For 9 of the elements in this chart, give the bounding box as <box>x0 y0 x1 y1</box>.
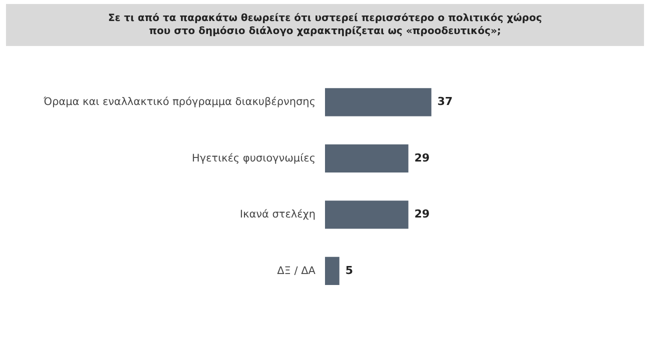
data-label: 29 <box>414 151 430 164</box>
y-tick-label: ΔΞ / ΔΑ <box>277 264 316 277</box>
data-label: 29 <box>414 208 430 221</box>
y-tick-label: Όραμα και εναλλακτικό πρόγραμμα διακυβέρνησης <box>42 96 316 108</box>
data-label: 37 <box>437 95 453 108</box>
y-tick-label: Ηγετικές φυσιογνωμίες <box>192 152 316 164</box>
chart-title: Σε τι από τα παρακάτω θεωρείτε ότι υστερεί περισσότερο ο πολιτικός χώρος που στο δημόσιο διάλογο χαρακτηρίζεται ως «προοδευτικός»; <box>6 4 644 46</box>
data-label: 5 <box>345 264 354 277</box>
y-tick-label: Ικανά στελέχη <box>240 208 316 221</box>
